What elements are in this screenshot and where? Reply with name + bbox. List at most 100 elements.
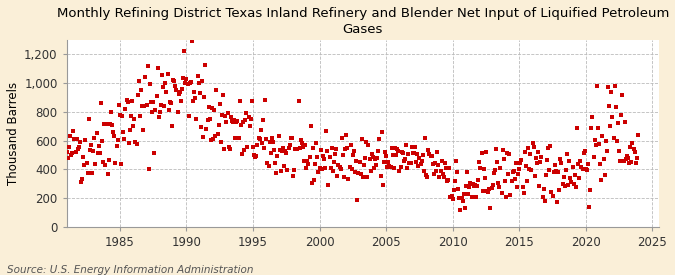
Point [207, 105, 217, 110]
Point [146, 100, 157, 105]
Point [370, 157, 381, 161]
Point [115, 162, 126, 166]
Point [427, 161, 438, 166]
Point [184, 81, 195, 86]
Point [622, 154, 632, 158]
Point [436, 159, 447, 163]
Point [333, 163, 344, 167]
Point [538, 187, 549, 191]
Point [624, 160, 634, 165]
Point [382, 165, 393, 169]
Point [178, 76, 188, 81]
Point [385, 165, 396, 169]
Point [186, 38, 197, 43]
Point [418, 169, 429, 174]
Point [472, 178, 483, 182]
Point [172, 110, 183, 115]
Point [346, 167, 357, 172]
Point [265, 150, 276, 155]
Point [103, 172, 113, 176]
Point [400, 157, 410, 161]
Point [389, 166, 400, 170]
Point [408, 150, 419, 155]
Point [391, 153, 402, 157]
Point [485, 206, 496, 210]
Point [576, 165, 587, 169]
Point [165, 101, 176, 105]
Point [443, 178, 454, 183]
Point [520, 150, 531, 155]
Point [134, 114, 145, 119]
Point [450, 179, 460, 183]
Point [610, 84, 620, 88]
Point [62, 156, 73, 160]
Point [441, 179, 452, 183]
Point [358, 174, 369, 179]
Point [217, 112, 227, 117]
Point [152, 66, 163, 71]
Point [493, 181, 504, 185]
Point [205, 117, 215, 121]
Point [392, 147, 403, 151]
Point [354, 160, 365, 164]
Point [348, 153, 358, 157]
Point [415, 161, 426, 166]
Point [580, 167, 591, 171]
Title: Monthly Refining District Texas Inland Refinery and Blender Net Input of Liquifi: Monthly Refining District Texas Inland R… [57, 7, 669, 36]
Point [582, 168, 593, 172]
Point [379, 150, 390, 155]
Point [281, 150, 292, 155]
Point [539, 199, 550, 204]
Point [313, 170, 324, 175]
Point [80, 138, 91, 143]
Point [510, 177, 520, 181]
Point [250, 155, 261, 160]
Point [310, 162, 321, 166]
Point [350, 170, 360, 174]
Point [588, 155, 599, 160]
Point [594, 141, 605, 146]
Point [423, 148, 434, 152]
Point [610, 105, 621, 109]
Point [99, 122, 110, 126]
Point [196, 78, 207, 83]
Point [529, 145, 539, 149]
Point [462, 170, 472, 175]
Point [522, 179, 533, 184]
Point [81, 161, 92, 166]
Point [296, 141, 307, 145]
Point [70, 150, 81, 154]
Point [524, 167, 535, 171]
Point [72, 136, 82, 141]
Point [274, 148, 285, 153]
Point [585, 188, 595, 193]
Point [341, 133, 352, 137]
Point [491, 147, 502, 152]
Point [477, 188, 488, 193]
Point [503, 172, 514, 176]
Point [90, 161, 101, 166]
Point [348, 149, 359, 153]
Point [264, 139, 275, 144]
Point [351, 159, 362, 164]
Point [381, 153, 392, 158]
Point [335, 167, 346, 171]
Point [563, 183, 574, 187]
Point [365, 169, 376, 174]
Point [549, 163, 560, 167]
Point [441, 166, 452, 170]
Point [89, 136, 100, 141]
Point [495, 166, 506, 170]
Point [556, 161, 567, 166]
Point [587, 114, 598, 119]
Point [322, 149, 333, 153]
Point [439, 161, 450, 166]
Point [525, 152, 536, 156]
Point [129, 117, 140, 121]
Point [541, 158, 552, 162]
Point [481, 150, 491, 155]
Point [329, 152, 340, 156]
Point [107, 123, 117, 127]
Point [157, 73, 167, 77]
Point [516, 158, 527, 163]
